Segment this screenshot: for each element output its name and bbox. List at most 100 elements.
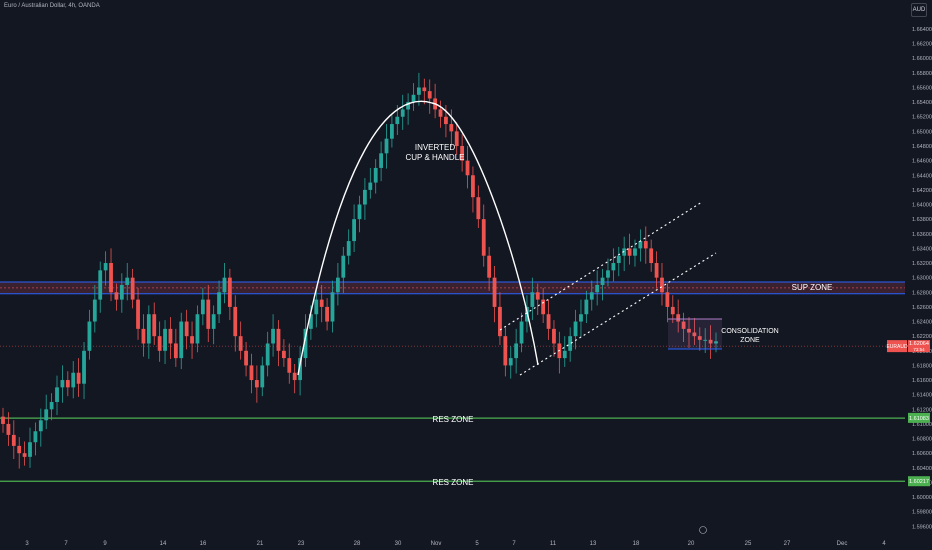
candle-body xyxy=(168,328,173,344)
candle-body xyxy=(449,124,454,132)
y-tick-label: 1.62600 xyxy=(912,305,932,311)
y-tick-label: 1.63000 xyxy=(912,276,932,282)
y-tick-label: 1.60800 xyxy=(912,437,932,443)
candle-body xyxy=(244,350,248,366)
y-tick-label: 1.61600 xyxy=(912,378,932,384)
candle-body xyxy=(260,365,265,388)
x-tick-label: Dec xyxy=(837,541,848,547)
candle-body xyxy=(254,380,259,388)
candle-body xyxy=(33,431,38,443)
y-tick-label: 1.62400 xyxy=(912,320,932,326)
consolidation-label-line1: CONSOLIDATION xyxy=(721,328,778,335)
candle-body xyxy=(44,409,49,421)
candle-body xyxy=(308,314,313,329)
consolidation-label-line2: ZONE xyxy=(740,337,760,344)
candle-body xyxy=(238,336,243,351)
candle-body xyxy=(454,131,459,146)
candle-body xyxy=(141,328,146,344)
y-tick-label: 1.59600 xyxy=(912,524,932,530)
candle-body xyxy=(444,116,448,125)
x-tick-label: 27 xyxy=(784,541,791,547)
x-tick-label: 13 xyxy=(590,541,597,547)
res-zone-label: RES ZONE xyxy=(433,415,474,424)
consolidation-box xyxy=(668,319,722,349)
candle-body xyxy=(638,241,643,249)
y-tick-label: 1.62800 xyxy=(912,290,932,296)
x-tick-label: 16 xyxy=(200,541,207,547)
x-tick-label: 7 xyxy=(512,541,516,547)
symbol-title: Euro / Australian Dollar, 4h, OANDA xyxy=(4,3,100,9)
y-tick-label: 1.63200 xyxy=(912,261,932,267)
candle-body xyxy=(476,197,481,220)
price-badge-name: EURAUD xyxy=(886,344,908,350)
candle-body xyxy=(55,387,59,402)
y-tick-label: 1.65000 xyxy=(912,129,932,135)
candle-body xyxy=(146,314,151,344)
candle-body xyxy=(422,87,427,92)
candle-body xyxy=(606,270,610,278)
candle-body xyxy=(217,292,221,315)
x-tick-label: 4 xyxy=(882,541,886,547)
candle-body xyxy=(195,314,200,344)
res-price-badge-bg xyxy=(908,412,930,423)
candle-body xyxy=(179,321,184,359)
candle-body xyxy=(616,255,621,264)
candle-body xyxy=(714,341,718,344)
candle-body xyxy=(346,241,351,256)
candle-body xyxy=(363,189,367,205)
candle-body xyxy=(125,277,130,285)
candle-body xyxy=(65,380,70,388)
candle-body xyxy=(276,328,281,351)
candle-body xyxy=(103,263,108,271)
candle-body xyxy=(687,328,691,333)
y-tick-label: 1.59800 xyxy=(912,510,932,516)
candle-body xyxy=(487,255,492,278)
candle-body xyxy=(541,299,546,315)
candle-body xyxy=(611,263,616,271)
x-tick-label: 23 xyxy=(298,541,305,547)
candle-body xyxy=(384,138,389,154)
candle-body xyxy=(460,146,465,161)
y-tick-label: 1.64800 xyxy=(912,144,932,150)
sup-zone-label: SUP ZONE xyxy=(792,283,833,292)
currency-button[interactable]: AUD xyxy=(911,3,927,17)
y-tick-label: 1.66000 xyxy=(912,56,932,62)
price-badge-name-bg xyxy=(887,340,907,353)
candle-body xyxy=(314,299,319,315)
y-tick-label: 1.60400 xyxy=(912,466,932,472)
candle-body xyxy=(271,328,275,344)
y-tick-label: 1.65600 xyxy=(912,85,932,91)
y-tick-label: 1.61400 xyxy=(912,393,932,399)
price-badge-bg xyxy=(908,340,930,353)
y-tick-label: 1.64000 xyxy=(912,203,932,209)
y-tick-label: 1.64200 xyxy=(912,188,932,194)
res-price-badge: 1.60217 xyxy=(909,479,929,485)
candle-body xyxy=(508,358,513,366)
candle-body xyxy=(87,321,92,351)
event-marker-icon xyxy=(699,526,707,534)
candle-body xyxy=(17,445,22,454)
candle-body xyxy=(600,277,605,285)
candle-body xyxy=(573,321,578,337)
candle-body xyxy=(298,358,302,381)
candle-body xyxy=(200,299,205,315)
candle-body xyxy=(319,299,324,307)
x-tick-label: 21 xyxy=(257,541,264,547)
candle-body xyxy=(6,423,11,435)
candle-body xyxy=(60,380,65,388)
candle-body xyxy=(708,339,713,344)
x-tick-label: Nov xyxy=(431,541,442,547)
price-badge-value: 1.62064 xyxy=(909,341,929,347)
y-tick-label: 1.65200 xyxy=(912,115,932,121)
y-tick-label: 1.63800 xyxy=(912,217,932,223)
candle-body xyxy=(82,350,86,384)
y-tick-label: 1.66400 xyxy=(912,27,932,33)
candle-body xyxy=(552,328,556,344)
candle-body xyxy=(330,292,335,322)
candle-body xyxy=(130,277,135,300)
candle-body xyxy=(471,175,475,198)
candle-body xyxy=(633,248,637,256)
candle-body xyxy=(481,219,486,256)
candle-body xyxy=(325,306,329,322)
